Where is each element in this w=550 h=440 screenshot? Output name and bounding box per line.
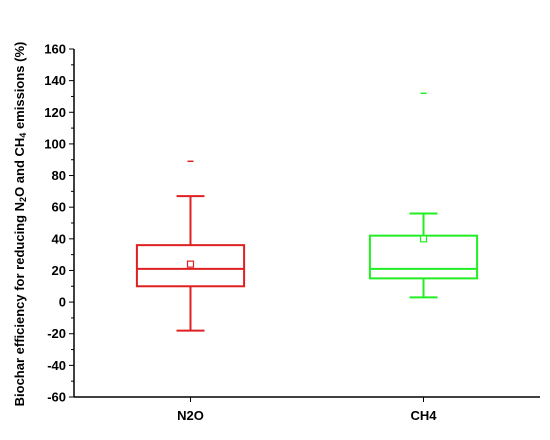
mean-marker <box>186 260 195 268</box>
y-tick-label: 160 <box>44 42 66 57</box>
y-axis-label: Biochar efficiency for reducing N2O and … <box>12 41 28 407</box>
axes <box>73 49 540 398</box>
box-ch4 <box>368 92 479 299</box>
y-tick-label: 120 <box>44 105 66 120</box>
mean-marker <box>419 235 428 243</box>
y-tick-label: 140 <box>44 73 66 88</box>
box-n2o <box>135 160 246 332</box>
x-axis-ticks: N2O CH4 <box>177 397 437 423</box>
y-tick-label: -20 <box>47 326 66 341</box>
y-tick-label: 0 <box>59 295 66 310</box>
x-tick-label: CH4 <box>410 408 437 423</box>
y-tick-label: -60 <box>47 390 66 405</box>
y-tick-label: -40 <box>47 358 66 373</box>
box-series <box>135 92 479 332</box>
y-tick-label: 100 <box>44 136 66 151</box>
y-tick-label: 20 <box>52 263 66 278</box>
y-tick-label: 80 <box>52 168 66 183</box>
y-axis-ticks: -60 -40 -20 0 20 40 60 80 100 120 140 160 <box>44 42 74 405</box>
iqr-box <box>135 244 246 288</box>
y-tick-label: 60 <box>52 200 66 215</box>
x-tick-label: N2O <box>177 408 204 423</box>
y-tick-label: 40 <box>52 231 66 246</box>
